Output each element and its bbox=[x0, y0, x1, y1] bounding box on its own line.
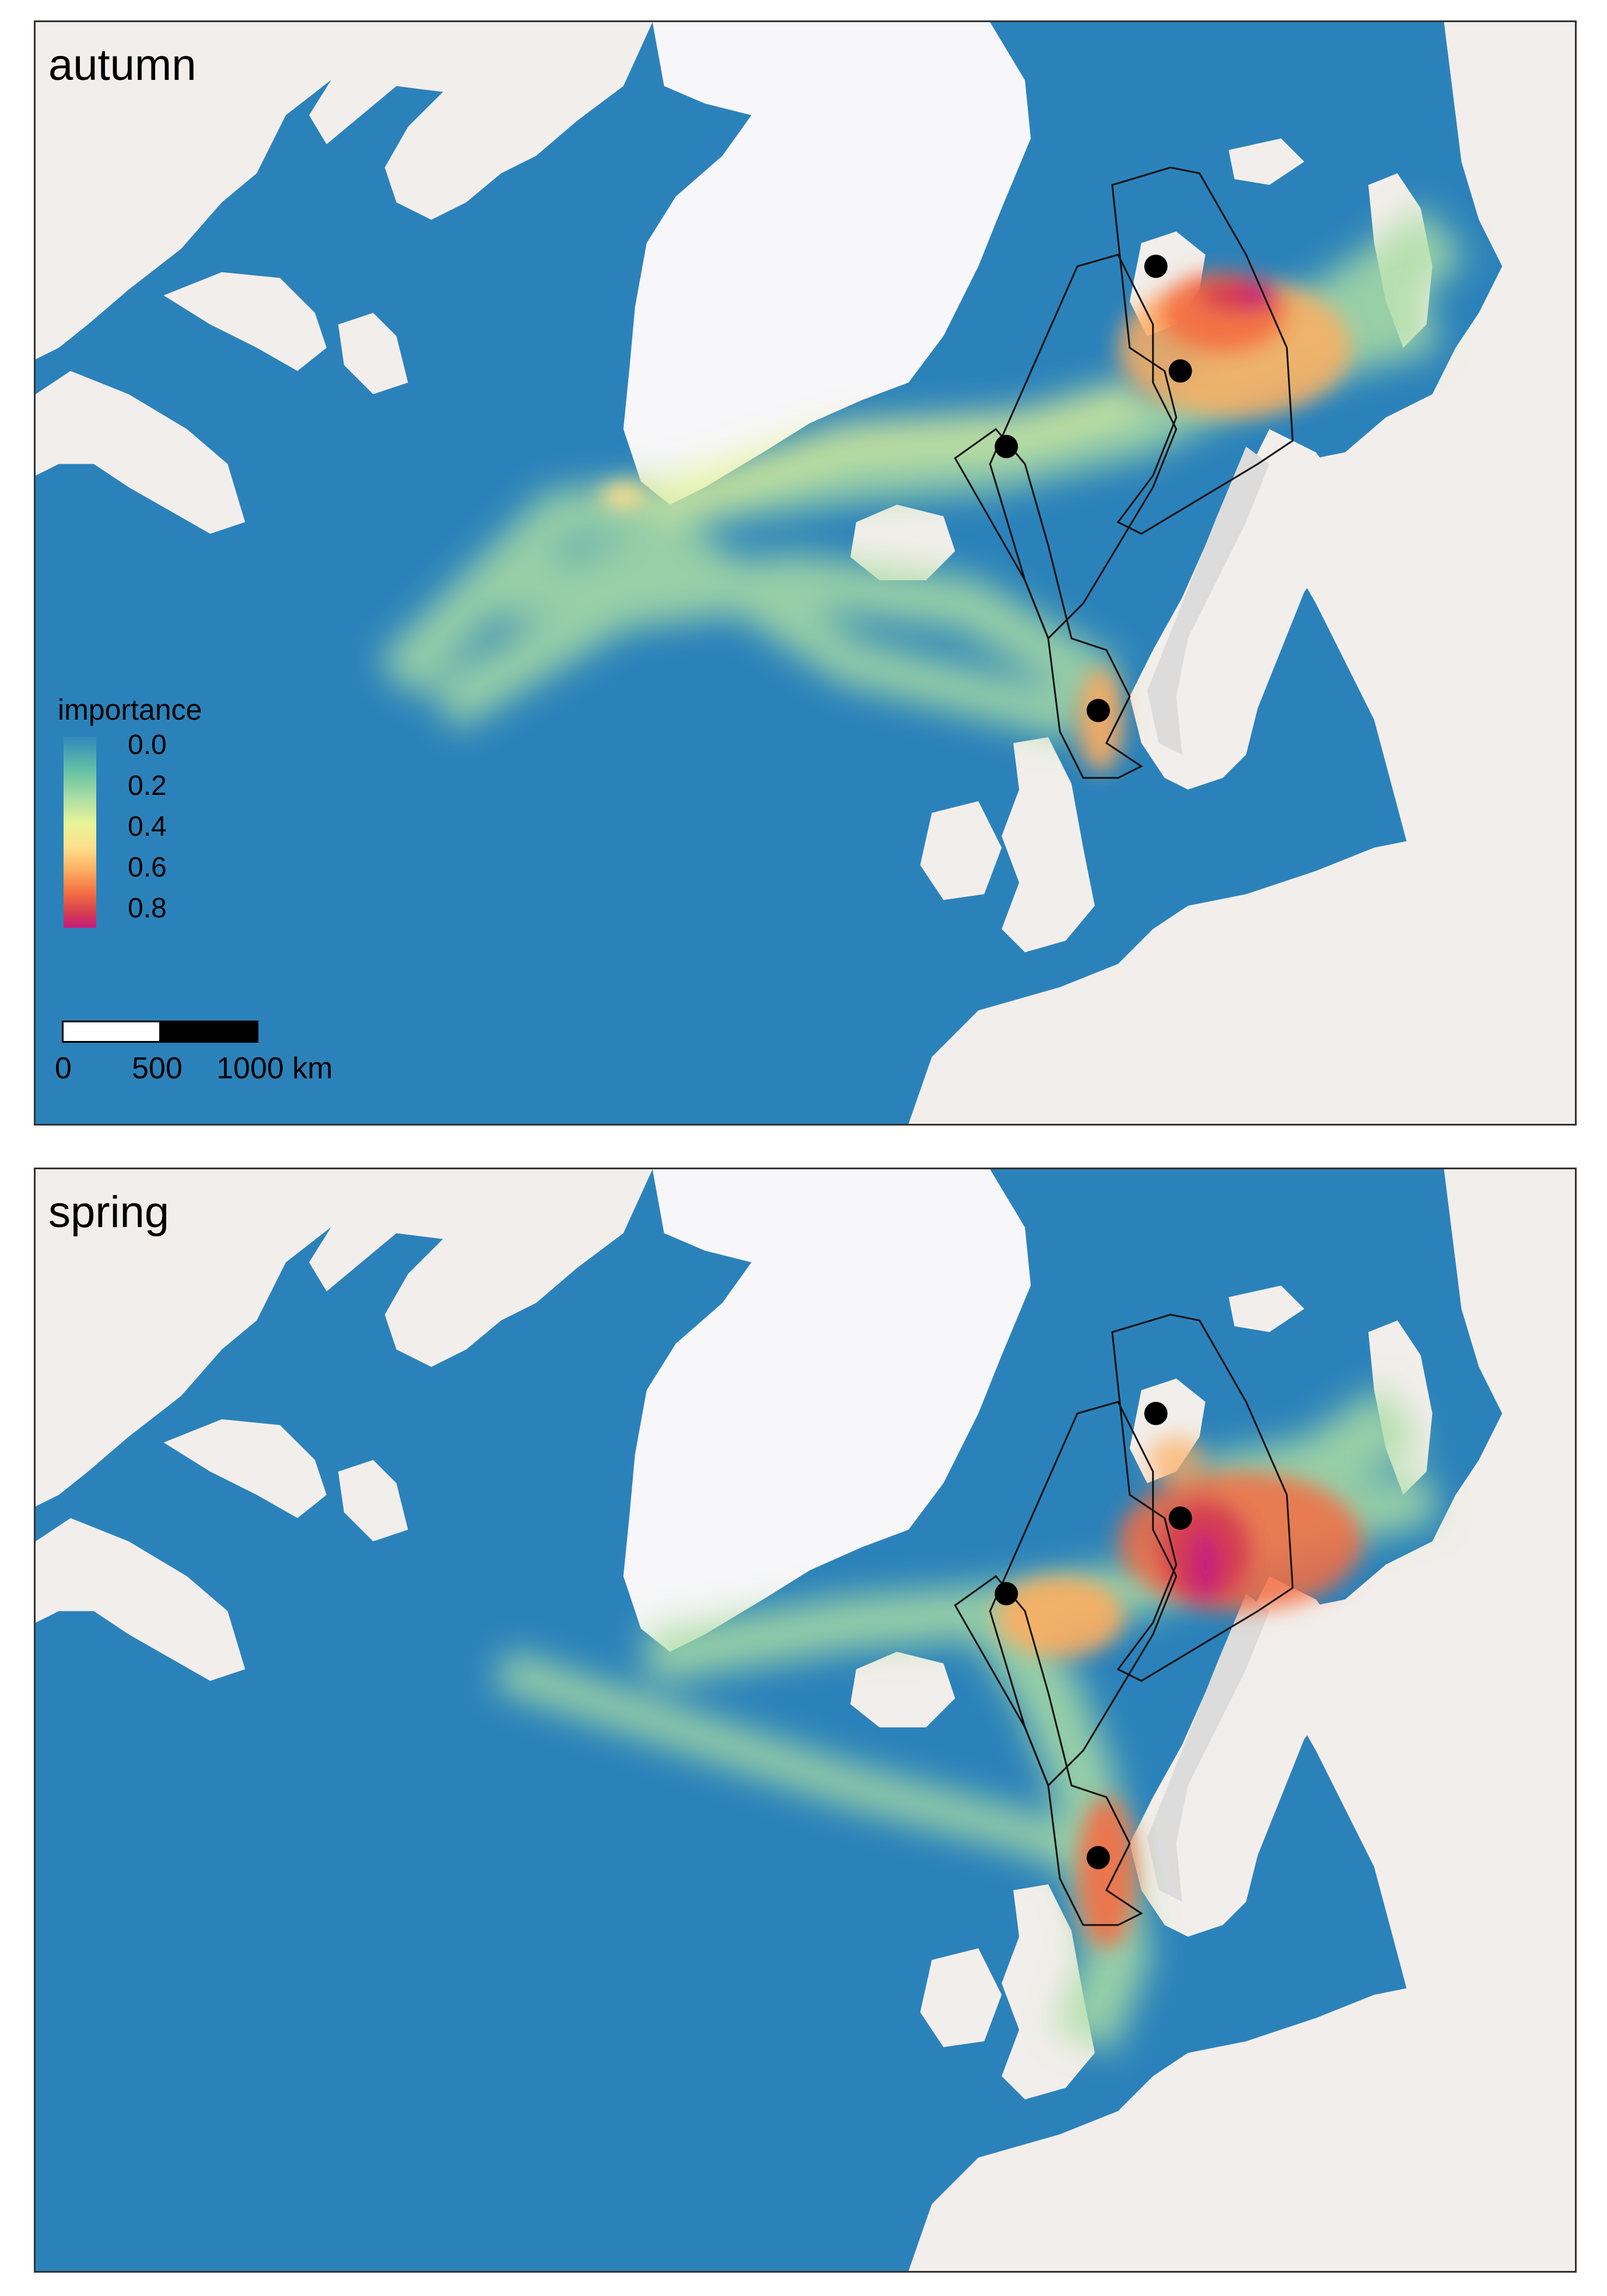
heat-high-spring bbox=[996, 1436, 1363, 1948]
legend-tick: 0.6 bbox=[128, 852, 167, 883]
colony-dot bbox=[995, 434, 1018, 458]
scale-label: 1000 km bbox=[216, 1051, 333, 1085]
land-franz-josef bbox=[1228, 138, 1305, 185]
land-north-america bbox=[36, 1169, 362, 1507]
legend-tick: 0.2 bbox=[128, 770, 167, 801]
heat-high-autumn bbox=[600, 272, 1351, 772]
land-iceland bbox=[850, 1652, 955, 1727]
scale-segment-black bbox=[159, 1021, 258, 1043]
land-europe bbox=[908, 824, 1575, 1124]
legend: importance 0.0 0.2 0.4 0.6 0.8 bbox=[58, 693, 202, 928]
land-britain bbox=[1002, 737, 1095, 952]
season-label: spring bbox=[48, 1187, 169, 1237]
land-novaya-zemlya bbox=[1368, 1320, 1433, 1495]
land-scandinavia bbox=[1129, 429, 1351, 790]
colony-dot bbox=[1144, 1401, 1168, 1425]
land-greenland bbox=[623, 22, 1031, 505]
colony-markers bbox=[995, 254, 1192, 723]
map-autumn bbox=[36, 22, 1575, 1124]
colony-markers bbox=[995, 1401, 1192, 1870]
legend-tick: 0.8 bbox=[128, 893, 167, 924]
land-norway-grey bbox=[1147, 1593, 1270, 1902]
legend-colorbar bbox=[64, 737, 96, 928]
region-boundaries bbox=[954, 166, 1294, 779]
land-britain bbox=[1002, 1884, 1095, 2099]
colony-dot bbox=[1086, 1846, 1110, 1870]
colony-dot bbox=[995, 1582, 1018, 1606]
scale-segment-white bbox=[62, 1021, 161, 1043]
land-north-america bbox=[36, 22, 362, 360]
map-spring bbox=[36, 1169, 1575, 2271]
legend-title: importance bbox=[58, 693, 202, 726]
land-ireland bbox=[920, 1948, 1002, 2048]
land-labrador bbox=[36, 1518, 246, 1681]
land-baffin-south bbox=[163, 1419, 327, 1519]
map-panel-autumn: autumn importance 0.0 0.2 0.4 0.6 0.8 0 … bbox=[34, 20, 1577, 1126]
land-norway-grey bbox=[1147, 446, 1270, 755]
season-label: autumn bbox=[48, 40, 197, 90]
scale-label: 0 bbox=[55, 1051, 72, 1085]
scale-label: 500 bbox=[132, 1051, 183, 1085]
land-greenland bbox=[623, 1169, 1031, 1652]
colony-dot bbox=[1168, 359, 1192, 383]
colony-dot bbox=[1144, 254, 1168, 278]
land-iceland bbox=[850, 504, 955, 580]
colony-dot bbox=[1168, 1506, 1192, 1530]
land-arctic-islands bbox=[309, 1169, 653, 1367]
land-scandinavia bbox=[1129, 1576, 1351, 1937]
colony-dot bbox=[1086, 699, 1110, 723]
land-ireland bbox=[920, 801, 1002, 900]
land-baffin-south bbox=[163, 272, 327, 371]
region-boundaries bbox=[954, 1313, 1294, 1926]
land-baffin-2 bbox=[338, 1460, 408, 1541]
map-panel-spring: spring bbox=[34, 1168, 1577, 2273]
land-baffin-2 bbox=[338, 313, 408, 394]
legend-tick: 0.0 bbox=[128, 730, 167, 760]
legend-tick: 0.4 bbox=[128, 811, 167, 842]
land-arctic-islands bbox=[309, 22, 653, 220]
land-europe bbox=[908, 1971, 1575, 2271]
land-franz-josef bbox=[1228, 1285, 1305, 1333]
land-labrador bbox=[36, 371, 246, 534]
